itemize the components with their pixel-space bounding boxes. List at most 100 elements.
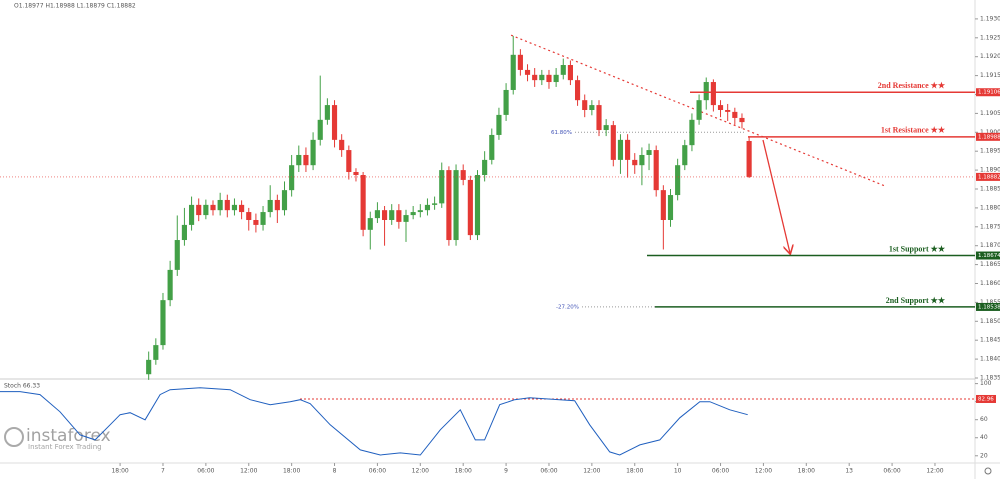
candle-body <box>482 159 488 176</box>
y-tick-label: 1.19150 <box>980 72 1000 79</box>
candle-body <box>439 170 445 204</box>
level-tag <box>976 88 1000 97</box>
candle-body <box>381 210 388 220</box>
candle-body <box>489 134 495 160</box>
candle-body <box>703 82 709 101</box>
candle-body <box>567 65 573 81</box>
y-tick-label: 1.18500 <box>980 318 1000 325</box>
level-name: 1st Support ★★ <box>889 244 946 253</box>
y-tick-label: 1.18950 <box>980 148 1000 155</box>
candle-body <box>396 210 402 222</box>
candle-body <box>574 80 581 101</box>
candle-body <box>610 125 616 160</box>
candle-body <box>267 199 273 213</box>
x-tick-label: 7 <box>161 468 165 475</box>
x-tick-label: 12:00 <box>755 468 772 475</box>
x-tick-label: 18:00 <box>283 468 300 475</box>
candle-body <box>303 154 309 166</box>
candle-body <box>424 204 431 211</box>
candle-body <box>310 139 316 166</box>
candle-body <box>403 215 409 222</box>
candle-body <box>732 111 738 118</box>
candle-body <box>474 175 481 236</box>
candle-body <box>467 179 473 236</box>
settings-icon[interactable] <box>984 467 992 475</box>
y-tick-label: 1.19200 <box>980 53 1000 60</box>
y-tick-label: 1.19050 <box>980 110 1000 117</box>
candle-body <box>717 105 724 110</box>
y-tick-label: 1.18900 <box>980 167 1000 174</box>
candle-body <box>710 82 716 106</box>
y-tick-label: 1.19300 <box>980 15 1000 22</box>
current-price-label: 1.18882 <box>978 174 1000 180</box>
candle-body <box>196 204 202 216</box>
candle-body <box>188 204 195 225</box>
candle-body <box>317 119 323 140</box>
candle-body <box>367 218 373 230</box>
candle-body <box>331 105 338 140</box>
candle-body <box>582 100 588 110</box>
current-price-tag <box>976 172 1000 181</box>
candle-body <box>224 199 230 211</box>
candle-body <box>231 204 238 211</box>
candle-body <box>546 74 552 83</box>
tagline: Instant Forex Trading <box>28 443 102 451</box>
stoch-level-tag <box>976 394 996 403</box>
candle-body <box>496 114 502 135</box>
candle-body <box>296 154 302 166</box>
candle-body <box>146 359 152 375</box>
candle-body <box>210 204 216 211</box>
y-tick-label: 1.18400 <box>980 356 1000 363</box>
stoch-y-tick-label: 20 <box>980 452 988 459</box>
y-tick-label: 1.18600 <box>980 280 1000 287</box>
stoch-title: Stoch 66.33 <box>4 383 40 390</box>
x-tick-label: 12:00 <box>926 468 943 475</box>
level-tag-label: 1.18988 <box>978 134 1000 140</box>
logo <box>4 427 24 447</box>
x-tick-label: 06:00 <box>369 468 386 475</box>
candle-body <box>239 204 245 213</box>
candle-body <box>617 139 624 160</box>
candle-body <box>653 150 659 191</box>
candle-body <box>625 139 631 160</box>
candle-body <box>517 54 523 70</box>
candle-body <box>524 69 531 75</box>
candle-body <box>553 74 559 83</box>
y-tick-label: 1.18450 <box>980 337 1000 344</box>
candle-body <box>374 210 380 219</box>
level-name: 1st Resistance ★★ <box>881 126 946 135</box>
candle-body <box>260 212 266 225</box>
watermark: instaforex Instant Forex Trading <box>4 426 111 451</box>
y-tick-label: 1.18550 <box>980 299 1000 306</box>
candle-body <box>460 170 466 180</box>
candle-body <box>360 175 366 230</box>
x-tick-label: 8 <box>333 468 337 475</box>
candle-body <box>739 117 745 123</box>
candle-body <box>339 139 345 151</box>
candle-body <box>389 210 395 220</box>
level-tag-label: 1.18538 <box>978 304 1000 310</box>
candle-body <box>660 190 666 220</box>
candle-body <box>346 150 352 172</box>
level-name: 2nd Support ★★ <box>886 296 946 305</box>
candle-body <box>667 195 674 220</box>
x-tick-label: 12:00 <box>240 468 257 475</box>
x-tick-label: 12:00 <box>583 468 600 475</box>
candle-body <box>453 170 459 241</box>
stoch-y-tick-label: 100 <box>980 380 992 387</box>
x-tick-label: 13 <box>845 468 853 475</box>
candle-body <box>324 105 330 120</box>
candle-body <box>725 109 731 112</box>
x-tick-label: 12:00 <box>412 468 429 475</box>
y-tick-label: 1.18350 <box>980 375 1000 382</box>
candle-body <box>246 212 252 220</box>
level-tag <box>976 251 1000 260</box>
stoch-y-tick-label: 40 <box>980 434 988 441</box>
x-tick-label: 18:00 <box>455 468 472 475</box>
candle-body <box>289 165 295 191</box>
y-tick-label: 1.18850 <box>980 186 1000 193</box>
y-tick-label: 1.18800 <box>980 204 1000 211</box>
stoch-level-label: 82.96 <box>978 396 994 402</box>
x-tick-label: 18:00 <box>798 468 815 475</box>
